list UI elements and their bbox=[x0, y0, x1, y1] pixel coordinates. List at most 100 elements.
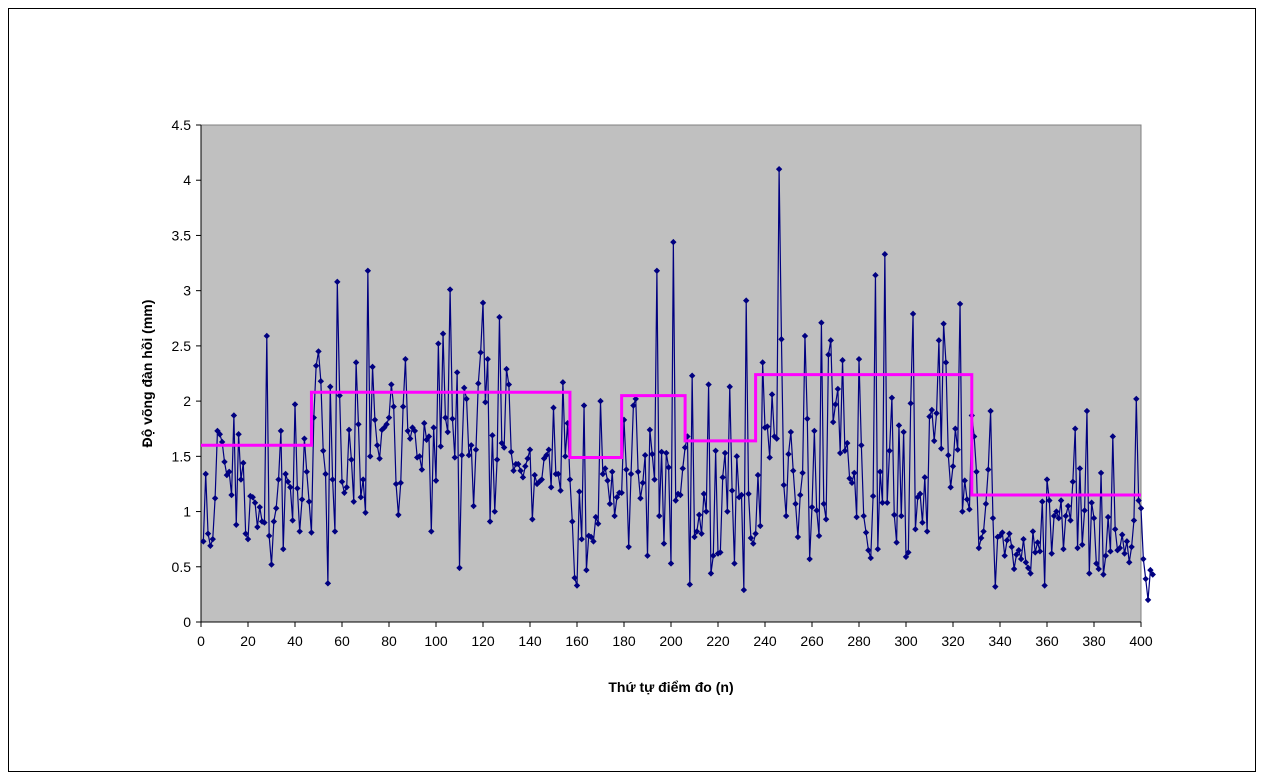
data-point bbox=[505, 381, 513, 388]
data-point bbox=[571, 574, 578, 582]
data-point bbox=[1022, 559, 1030, 566]
data-point bbox=[935, 337, 943, 344]
data-point bbox=[649, 450, 656, 458]
data-point bbox=[282, 470, 289, 478]
data-point bbox=[747, 534, 755, 542]
data-point bbox=[508, 448, 515, 456]
data-point bbox=[1015, 547, 1022, 554]
data-point bbox=[449, 415, 456, 422]
data-point bbox=[280, 545, 287, 553]
data-point bbox=[834, 385, 842, 393]
data-point bbox=[611, 512, 618, 520]
data-point bbox=[820, 500, 827, 508]
data-point bbox=[801, 332, 809, 340]
data-point bbox=[1013, 551, 1020, 558]
data-point bbox=[881, 251, 889, 258]
segment-average-line bbox=[201, 373, 1141, 497]
data-point bbox=[500, 444, 508, 451]
data-point bbox=[1128, 543, 1135, 551]
data-point bbox=[359, 476, 367, 483]
data-point bbox=[681, 444, 689, 451]
data-point bbox=[421, 420, 428, 427]
data-point bbox=[1062, 512, 1069, 520]
data-point bbox=[853, 513, 860, 521]
data-point bbox=[540, 455, 548, 462]
data-point bbox=[1144, 596, 1152, 604]
x-tick-label: 320 bbox=[941, 633, 965, 649]
data-point bbox=[277, 427, 285, 435]
data-point bbox=[688, 372, 696, 379]
data-point bbox=[893, 539, 900, 546]
y-tick-label: 4.5 bbox=[172, 117, 192, 133]
data-point bbox=[392, 480, 400, 488]
data-point bbox=[218, 438, 226, 446]
data-point bbox=[1029, 528, 1037, 535]
data-point bbox=[641, 452, 649, 459]
data-point bbox=[921, 474, 928, 481]
data-point bbox=[207, 542, 214, 549]
data-point bbox=[1046, 497, 1053, 504]
data-point bbox=[1050, 512, 1058, 520]
data-point bbox=[691, 533, 698, 541]
data-point bbox=[298, 496, 306, 503]
data-point bbox=[329, 476, 336, 483]
data-point bbox=[613, 493, 621, 501]
data-point bbox=[928, 406, 936, 414]
data-point bbox=[489, 432, 496, 439]
data-point bbox=[533, 480, 541, 488]
x-tick-label: 240 bbox=[753, 633, 777, 649]
data-point bbox=[912, 526, 919, 533]
data-point bbox=[265, 532, 273, 540]
data-point bbox=[1008, 543, 1015, 551]
data-point bbox=[458, 452, 466, 459]
data-point bbox=[559, 379, 567, 386]
y-tick-label: 3 bbox=[183, 283, 191, 299]
data-point bbox=[371, 416, 379, 424]
data-point bbox=[291, 401, 299, 408]
data-point bbox=[324, 580, 332, 587]
data-point bbox=[721, 449, 729, 457]
data-point bbox=[477, 349, 484, 356]
y-tick-label: 1 bbox=[183, 504, 191, 520]
data-point bbox=[1090, 514, 1098, 522]
data-point bbox=[1088, 499, 1095, 506]
data-point bbox=[1135, 497, 1142, 504]
data-point bbox=[966, 506, 973, 513]
data-point bbox=[961, 477, 968, 484]
x-tick-label: 260 bbox=[800, 633, 824, 649]
data-point bbox=[399, 403, 407, 410]
data-point bbox=[587, 533, 595, 541]
data-point bbox=[1072, 425, 1079, 432]
data-point bbox=[609, 468, 616, 475]
data-point bbox=[919, 519, 926, 526]
data-point bbox=[625, 543, 632, 551]
data-point bbox=[590, 538, 597, 545]
x-tick-label: 380 bbox=[1082, 633, 1106, 649]
data-point bbox=[531, 471, 538, 479]
data-point bbox=[931, 437, 938, 445]
data-point bbox=[874, 545, 881, 553]
data-point bbox=[1147, 566, 1154, 574]
data-point bbox=[902, 553, 910, 561]
data-point bbox=[947, 484, 954, 491]
data-point bbox=[604, 477, 611, 484]
data-point bbox=[564, 420, 571, 427]
data-point bbox=[543, 452, 550, 459]
data-point bbox=[1107, 548, 1114, 555]
data-point bbox=[651, 476, 658, 483]
data-point bbox=[759, 359, 766, 366]
data-point bbox=[945, 452, 952, 459]
data-point bbox=[916, 490, 924, 498]
data-point bbox=[1100, 571, 1107, 578]
data-point bbox=[1043, 476, 1051, 483]
x-tick-label: 60 bbox=[334, 633, 350, 649]
data-point bbox=[656, 512, 663, 520]
data-point bbox=[357, 493, 364, 501]
data-point bbox=[547, 484, 555, 491]
data-point bbox=[606, 500, 614, 508]
y-tick-label: 4 bbox=[183, 172, 191, 188]
data-point bbox=[439, 330, 447, 337]
data-point bbox=[397, 479, 404, 487]
data-point bbox=[865, 547, 872, 554]
data-point bbox=[491, 508, 498, 515]
